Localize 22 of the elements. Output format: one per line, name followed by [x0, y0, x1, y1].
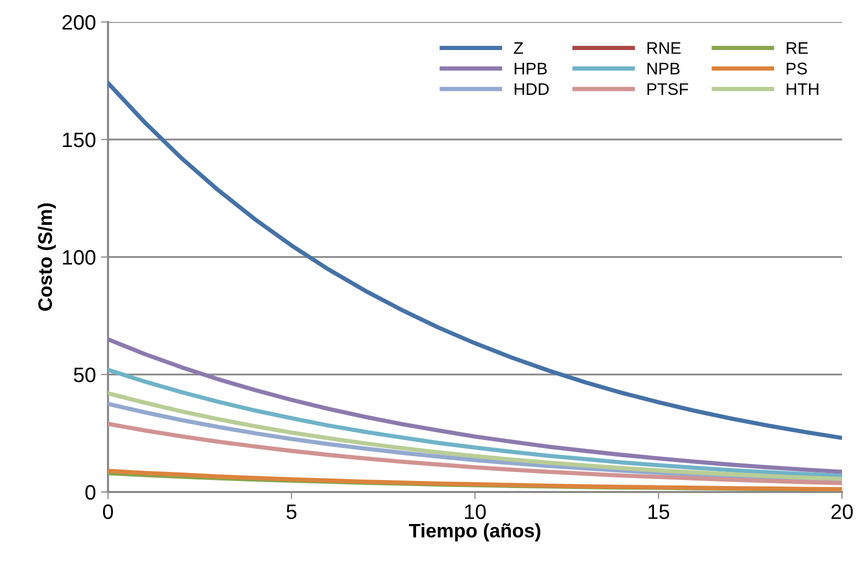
x-tick-label: 20	[831, 504, 853, 520]
legend-label: NPB	[648, 62, 680, 74]
y-tick-label: 150	[63, 132, 96, 148]
y-tick-label: 100	[63, 250, 96, 265]
x-tick-label: 10	[465, 504, 486, 520]
legend-label: PS	[786, 62, 807, 74]
y-axis-title: Costo (S/m)	[38, 203, 56, 311]
y-tick-label: 0	[85, 485, 96, 500]
legend-label: PTSF	[648, 83, 688, 96]
legend-label: HDD	[514, 83, 549, 95]
legend-label: RE	[786, 42, 808, 54]
x-tick-label: 0	[103, 504, 113, 520]
legend-label: HTH	[786, 83, 818, 95]
legend-label: HPB	[514, 62, 547, 74]
y-tick-label: 200	[62, 15, 96, 30]
y-tick-label: 50	[74, 368, 96, 382]
legend-label: Z	[514, 42, 524, 54]
x-axis-title: Tiempo (años)	[408, 523, 540, 542]
x-tick-label: 15	[648, 504, 670, 520]
line-series	[108, 422, 842, 486]
legend-label: RNE	[648, 42, 681, 54]
x-tick-label: 5	[286, 504, 296, 520]
